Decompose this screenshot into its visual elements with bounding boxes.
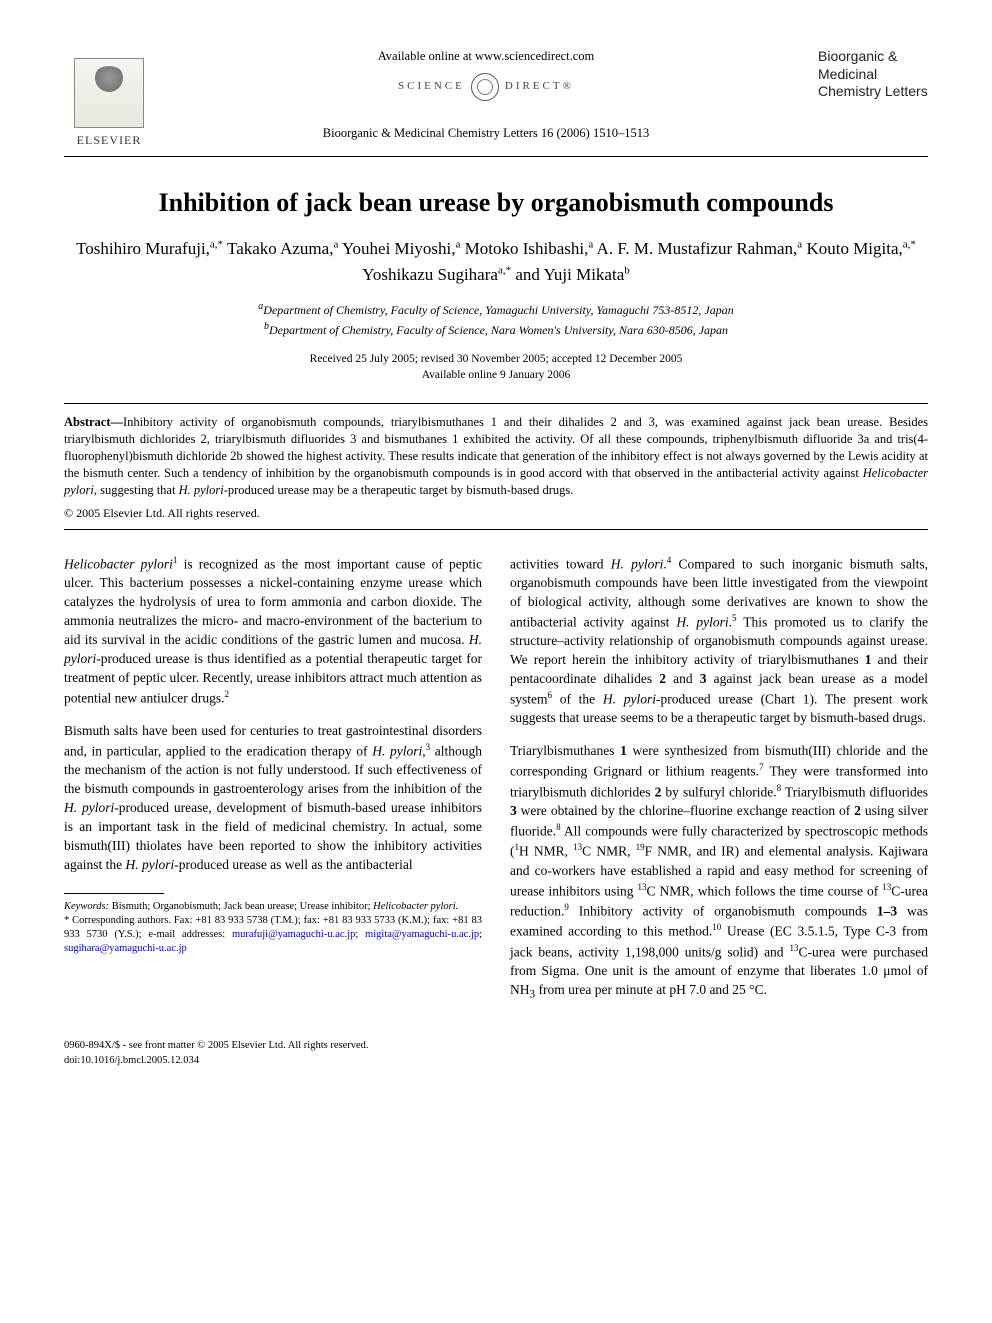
author-list: Toshihiro Murafuji,a,* Takako Azuma,a Yo… <box>64 236 928 287</box>
header-center: Available online at www.sciencedirect.co… <box>154 48 818 142</box>
abstract-text-3: -produced urease may be a therapeutic ta… <box>224 483 574 497</box>
sd-swirl-icon <box>471 73 499 101</box>
sd-text-right: DIRECT® <box>505 79 574 94</box>
abstract-text-2: , suggesting that <box>94 483 179 497</box>
affiliation-b: bDepartment of Chemistry, Faculty of Sci… <box>64 319 928 339</box>
available-online-line: Available online at www.sciencedirect.co… <box>174 48 798 65</box>
sciencedirect-logo: SCIENCE DIRECT® <box>398 73 574 101</box>
abstract: Abstract—Inhibitory activity of organobi… <box>64 414 928 498</box>
keywords-label: Keywords: <box>64 901 109 912</box>
right-para-2: Triarylbismuthanes 1 were synthesized fr… <box>510 742 928 1003</box>
elsevier-logo: ELSEVIER <box>64 48 154 148</box>
abstract-rule-top <box>64 403 928 404</box>
sd-text-left: SCIENCE <box>398 79 465 94</box>
abstract-copyright: © 2005 Elsevier Ltd. All rights reserved… <box>64 505 928 521</box>
article-title: Inhibition of jack bean urease by organo… <box>64 185 928 220</box>
keywords-text: Bismuth; Organobismuth; Jack bean urease… <box>109 901 373 912</box>
email-link-1[interactable]: murafuji@yamaguchi-u.ac.jp <box>232 929 355 940</box>
footnote-rule <box>64 893 164 894</box>
footer-line-1: 0960-894X/$ - see front matter © 2005 El… <box>64 1039 928 1053</box>
body-columns: Helicobacter pylori1 is recognized as th… <box>64 554 928 1018</box>
article-dates: Received 25 July 2005; revised 30 Novemb… <box>64 351 928 383</box>
corresponding-authors: * Corresponding authors. Fax: +81 83 933… <box>64 914 482 957</box>
abstract-label: Abstract— <box>64 415 123 429</box>
left-para-1: Helicobacter pylori1 is recognized as th… <box>64 554 482 708</box>
elsevier-tree-icon <box>74 58 144 128</box>
affiliation-a: aDepartment of Chemistry, Faculty of Sci… <box>64 299 928 319</box>
keywords-line: Keywords: Bismuth; Organobismuth; Jack b… <box>64 900 482 914</box>
header-rule <box>64 156 928 157</box>
email-link-2[interactable]: migita@yamaguchi-u.ac.jp <box>365 929 479 940</box>
right-column: activities toward H. pylori.4 Compared t… <box>510 554 928 1018</box>
page-footer: 0960-894X/$ - see front matter © 2005 El… <box>64 1039 928 1067</box>
email-link-3[interactable]: sugihara@yamaguchi-u.ac.jp <box>64 943 187 954</box>
dates-line2: Available online 9 January 2006 <box>64 367 928 383</box>
left-column: Helicobacter pylori1 is recognized as th… <box>64 554 482 1018</box>
journal-name-block: Bioorganic & Medicinal Chemistry Letters <box>818 48 928 101</box>
right-para-1: activities toward H. pylori.4 Compared t… <box>510 554 928 729</box>
footer-line-2: doi:10.1016/j.bmcl.2005.12.034 <box>64 1054 928 1068</box>
abstract-rule-bottom <box>64 529 928 530</box>
abstract-text-1: Inhibitory activity of organobismuth com… <box>64 415 928 480</box>
dates-line1: Received 25 July 2005; revised 30 Novemb… <box>64 351 928 367</box>
keywords-em: Helicobacter pylori. <box>373 901 458 912</box>
footnotes: Keywords: Bismuth; Organobismuth; Jack b… <box>64 900 482 957</box>
affiliations: aDepartment of Chemistry, Faculty of Sci… <box>64 299 928 339</box>
journal-header: ELSEVIER Available online at www.science… <box>64 48 928 148</box>
abstract-em-2: H. pylori <box>179 483 224 497</box>
left-para-2: Bismuth salts have been used for centuri… <box>64 722 482 875</box>
citation-line: Bioorganic & Medicinal Chemistry Letters… <box>174 125 798 142</box>
elsevier-label: ELSEVIER <box>77 132 142 148</box>
corr-label: * Corresponding authors. <box>64 915 174 926</box>
